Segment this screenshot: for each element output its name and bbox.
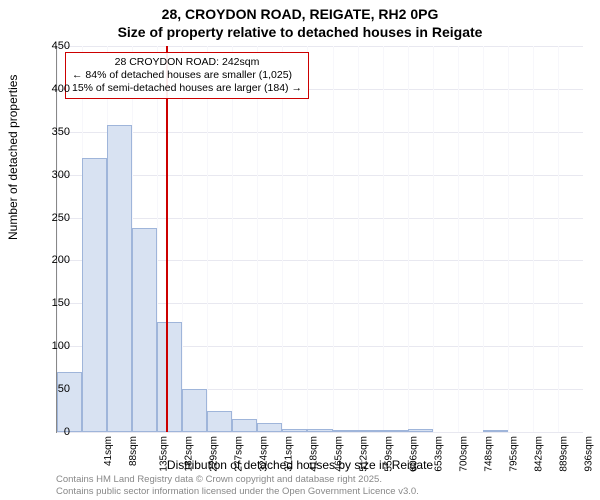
gridline-h bbox=[57, 432, 583, 433]
gridline-v bbox=[383, 46, 384, 432]
x-tick-label: 41sqm bbox=[103, 436, 114, 466]
x-tick-label: 418sqm bbox=[308, 436, 319, 472]
chart-title-line2: Size of property relative to detached ho… bbox=[0, 24, 600, 40]
y-tick-label: 350 bbox=[32, 126, 70, 138]
histogram-bar bbox=[107, 125, 132, 432]
histogram-bar bbox=[57, 372, 82, 432]
histogram-bar bbox=[232, 419, 257, 432]
gridline-v bbox=[333, 46, 334, 432]
y-tick-label: 300 bbox=[32, 169, 70, 181]
x-tick-label: 465sqm bbox=[334, 436, 345, 472]
histogram-bar bbox=[182, 389, 207, 432]
chart-title-line1: 28, CROYDON ROAD, REIGATE, RH2 0PG bbox=[0, 6, 600, 22]
y-tick-label: 0 bbox=[32, 426, 70, 438]
y-tick-label: 150 bbox=[32, 297, 70, 309]
gridline-v bbox=[282, 46, 283, 432]
histogram-bar bbox=[132, 228, 157, 432]
histogram-bar bbox=[358, 430, 383, 432]
footer-line2: Contains public sector information licen… bbox=[56, 486, 419, 497]
histogram-bar bbox=[207, 411, 232, 432]
gridline-v bbox=[558, 46, 559, 432]
marker-line bbox=[166, 46, 168, 432]
x-tick-label: 748sqm bbox=[484, 436, 495, 472]
histogram-bar bbox=[333, 430, 358, 432]
gridline-v bbox=[182, 46, 183, 432]
x-tick-label: 559sqm bbox=[384, 436, 395, 472]
x-tick-label: 371sqm bbox=[283, 436, 294, 472]
gridline-v bbox=[232, 46, 233, 432]
y-tick-label: 250 bbox=[32, 212, 70, 224]
histogram-bar bbox=[257, 423, 282, 432]
gridline-v bbox=[508, 46, 509, 432]
footer-line1: Contains HM Land Registry data © Crown c… bbox=[56, 474, 419, 485]
histogram-bar bbox=[408, 429, 433, 432]
x-tick-label: 700sqm bbox=[459, 436, 470, 472]
x-tick-label: 135sqm bbox=[158, 436, 169, 472]
x-tick-label: 277sqm bbox=[233, 436, 244, 472]
annotation-line2: ← 84% of detached houses are smaller (1,… bbox=[72, 69, 302, 82]
gridline-v bbox=[483, 46, 484, 432]
gridline-v bbox=[257, 46, 258, 432]
x-tick-label: 324sqm bbox=[258, 436, 269, 472]
histogram-chart: 28, CROYDON ROAD, REIGATE, RH2 0PG Size … bbox=[0, 0, 600, 500]
gridline-h bbox=[57, 175, 583, 176]
annotation-line3: 15% of semi-detached houses are larger (… bbox=[72, 82, 302, 95]
x-tick-label: 795sqm bbox=[509, 436, 520, 472]
gridline-h bbox=[57, 46, 583, 47]
annotation-box: 28 CROYDON ROAD: 242sqm ← 84% of detache… bbox=[65, 52, 309, 99]
gridline-v bbox=[358, 46, 359, 432]
histogram-bar bbox=[82, 158, 107, 432]
footer-attribution: Contains HM Land Registry data © Crown c… bbox=[56, 474, 419, 497]
x-tick-label: 606sqm bbox=[409, 436, 420, 472]
gridline-v bbox=[533, 46, 534, 432]
histogram-bar bbox=[307, 429, 332, 432]
gridline-v bbox=[433, 46, 434, 432]
histogram-bar bbox=[483, 430, 508, 432]
histogram-bar bbox=[383, 430, 408, 432]
y-tick-label: 450 bbox=[32, 40, 70, 52]
gridline-v bbox=[307, 46, 308, 432]
annotation-line1: 28 CROYDON ROAD: 242sqm bbox=[72, 56, 302, 69]
gridline-v bbox=[207, 46, 208, 432]
y-tick-label: 200 bbox=[32, 254, 70, 266]
y-tick-label: 400 bbox=[32, 83, 70, 95]
y-axis-label: Number of detached properties bbox=[6, 75, 20, 240]
x-tick-label: 653sqm bbox=[434, 436, 445, 472]
y-tick-label: 100 bbox=[32, 340, 70, 352]
plot-area: 28 CROYDON ROAD: 242sqm ← 84% of detache… bbox=[56, 46, 583, 433]
gridline-h bbox=[57, 218, 583, 219]
x-tick-label: 512sqm bbox=[359, 436, 370, 472]
x-tick-label: 936sqm bbox=[584, 436, 595, 472]
x-tick-label: 842sqm bbox=[534, 436, 545, 472]
x-tick-label: 88sqm bbox=[128, 436, 139, 466]
x-tick-label: 229sqm bbox=[208, 436, 219, 472]
histogram-bar bbox=[282, 429, 307, 432]
x-tick-label: 889sqm bbox=[559, 436, 570, 472]
histogram-bar bbox=[157, 322, 182, 432]
x-tick-label: 182sqm bbox=[183, 436, 194, 472]
gridline-v bbox=[408, 46, 409, 432]
gridline-h bbox=[57, 132, 583, 133]
gridline-v bbox=[458, 46, 459, 432]
y-tick-label: 50 bbox=[32, 383, 70, 395]
